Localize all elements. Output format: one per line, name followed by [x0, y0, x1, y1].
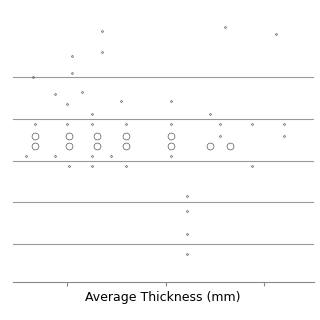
X-axis label: Average Thickness (mm): Average Thickness (mm)	[85, 291, 241, 304]
